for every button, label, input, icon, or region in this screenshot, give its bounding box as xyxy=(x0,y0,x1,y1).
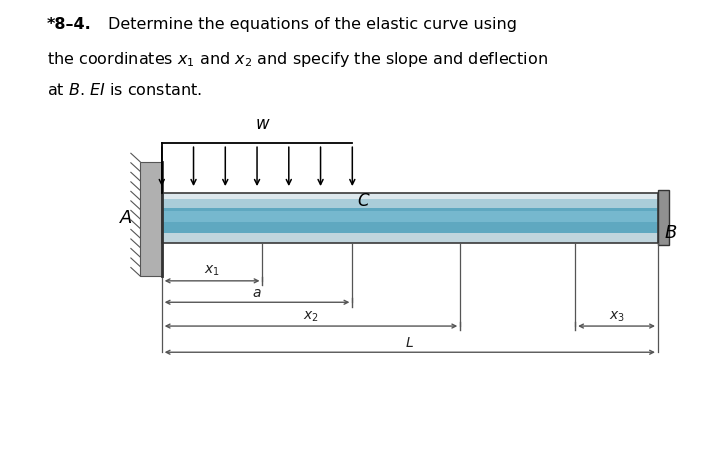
Bar xyxy=(162,193,658,199)
Text: *8–4.: *8–4. xyxy=(47,17,91,32)
Bar xyxy=(658,190,669,245)
Bar xyxy=(162,208,658,233)
Text: $a$: $a$ xyxy=(252,286,262,300)
Text: $x_1$: $x_1$ xyxy=(204,264,220,278)
Text: $x_2$: $x_2$ xyxy=(303,309,319,324)
Text: $A$: $A$ xyxy=(119,209,133,227)
Bar xyxy=(162,233,658,243)
Text: $B$: $B$ xyxy=(664,224,677,242)
Bar xyxy=(162,199,658,208)
Text: $x_3$: $x_3$ xyxy=(608,309,625,324)
Bar xyxy=(140,162,162,276)
Text: the coordinates $x_1$ and $x_2$ and specify the slope and deflection: the coordinates $x_1$ and $x_2$ and spec… xyxy=(47,50,548,69)
Text: $C$: $C$ xyxy=(357,193,371,210)
Text: at $B$. $EI$ is constant.: at $B$. $EI$ is constant. xyxy=(47,82,202,98)
Bar xyxy=(162,211,658,222)
Text: Determine the equations of the elastic curve using: Determine the equations of the elastic c… xyxy=(108,17,517,32)
Text: $L$: $L$ xyxy=(406,336,414,350)
Text: $w$: $w$ xyxy=(255,116,270,133)
Bar xyxy=(162,193,658,243)
